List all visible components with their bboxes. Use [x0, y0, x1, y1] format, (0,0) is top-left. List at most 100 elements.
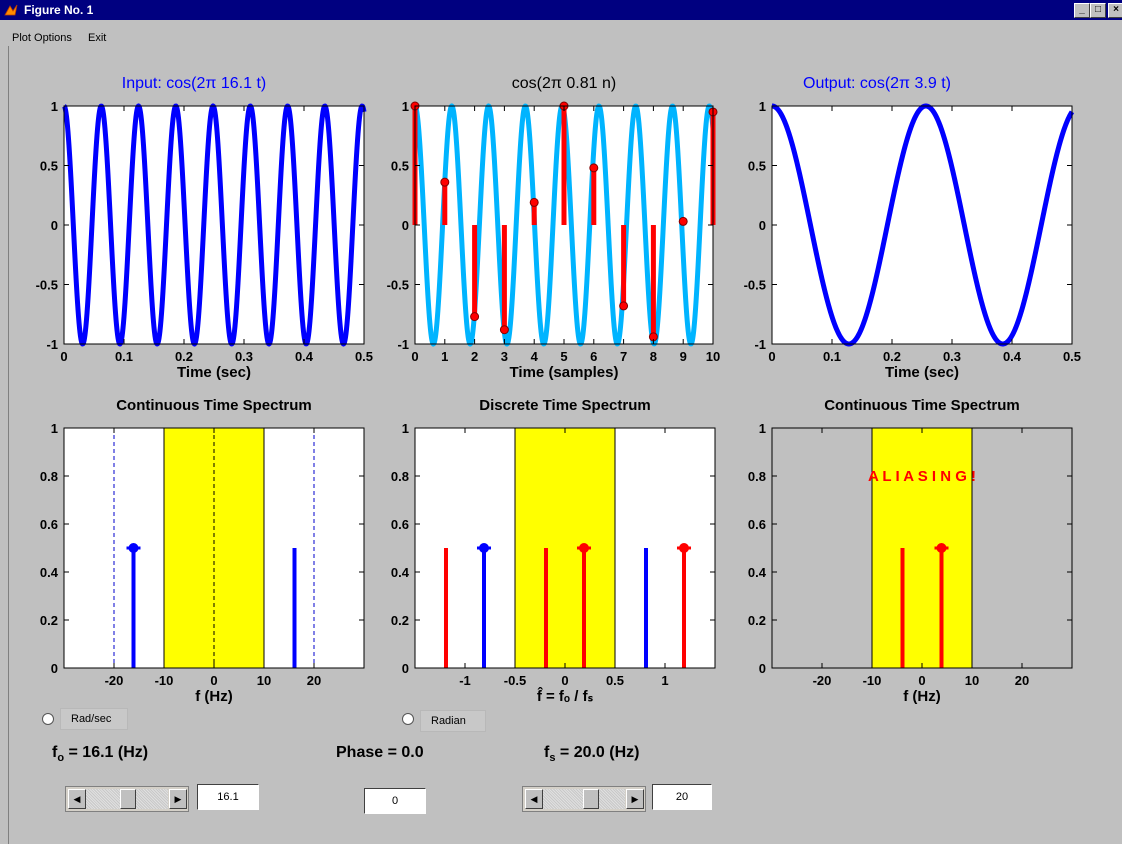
- y-tick-label: 1: [402, 421, 409, 436]
- radian-radio[interactable]: [402, 713, 414, 725]
- plot-title: Continuous Time Spectrum: [824, 397, 1020, 414]
- y-tick-label: -0.5: [387, 278, 409, 293]
- y-tick-label: 0.6: [391, 517, 409, 532]
- slider-right-arrow-icon[interactable]: ▶: [169, 789, 187, 809]
- y-tick-label: 0.4: [391, 565, 410, 580]
- window-border: [0, 46, 9, 844]
- y-tick-label: -0.5: [36, 278, 58, 293]
- y-tick-label: -0.5: [744, 278, 766, 293]
- y-tick-label: 0: [759, 218, 766, 233]
- rad-per-sec-radio[interactable]: [42, 713, 54, 725]
- close-button[interactable]: ×: [1108, 3, 1122, 18]
- x-tick-label: -10: [863, 673, 882, 688]
- x-tick-label: 0.4: [1003, 349, 1022, 364]
- x-tick-label: 0.1: [115, 349, 133, 364]
- sample-marker: [499, 325, 509, 335]
- slider-right-arrow-icon[interactable]: ▶: [626, 789, 644, 809]
- y-tick-label: 0.5: [40, 159, 58, 174]
- x-tick-label: 6: [590, 349, 597, 364]
- y-tick-label: 0: [759, 661, 766, 676]
- sample-marker: [589, 163, 599, 173]
- sample-marker: [470, 312, 480, 322]
- x-tick-label: 4: [531, 349, 539, 364]
- plot-title: Continuous Time Spectrum: [116, 397, 312, 414]
- y-tick-label: 0: [402, 218, 409, 233]
- x-tick-label: 1: [661, 673, 668, 688]
- x-tick-label: 7: [620, 349, 627, 364]
- matlab-logo-icon: [4, 4, 18, 16]
- x-tick-label: 0.3: [235, 349, 253, 364]
- y-tick-label: 0: [51, 218, 58, 233]
- x-tick-label: 2: [471, 349, 478, 364]
- x-tick-label: 3: [501, 349, 508, 364]
- y-tick-label: 1: [51, 421, 58, 436]
- x-axis-label: f̂ = fₒ / fₛ: [537, 686, 594, 705]
- f0-label: fo = 16.1 (Hz): [52, 744, 149, 765]
- menu-exit[interactable]: Exit: [88, 32, 107, 44]
- y-tick-label: 0.6: [748, 517, 766, 532]
- minimize-button[interactable]: _: [1074, 3, 1090, 18]
- slider-thumb[interactable]: [583, 789, 599, 809]
- y-tick-label: 0.2: [40, 613, 58, 628]
- passband-region: [514, 427, 616, 669]
- y-tick-label: 0.5: [748, 159, 766, 174]
- rad-per-sec-toggle[interactable]: Rad/sec: [60, 708, 128, 730]
- slider-left-arrow-icon[interactable]: ◀: [68, 789, 86, 809]
- fs-input[interactable]: 20: [652, 784, 712, 810]
- x-tick-label: 5: [560, 349, 567, 364]
- x-axis-label: Time (samples): [510, 364, 619, 381]
- title-bar: Figure No. 1 _ □ ×: [0, 0, 1122, 20]
- y-tick-label: 0.2: [748, 613, 766, 628]
- y-tick-label: -1: [754, 337, 766, 352]
- y-tick-label: 0.2: [391, 613, 409, 628]
- x-tick-label: -1: [459, 673, 471, 688]
- phase-label: Phase = 0.0: [336, 744, 424, 761]
- sample-marker: [619, 301, 629, 311]
- x-tick-label: 0.2: [883, 349, 901, 364]
- x-tick-label: 10: [257, 673, 271, 688]
- x-tick-label: 1: [441, 349, 448, 364]
- x-tick-label: 0.5: [606, 673, 624, 688]
- x-tick-label: -20: [813, 673, 832, 688]
- x-tick-label: 0.3: [943, 349, 961, 364]
- f0-input[interactable]: 16.1: [197, 784, 259, 810]
- y-tick-label: 1: [402, 99, 409, 114]
- slider-thumb[interactable]: [120, 789, 136, 809]
- x-tick-label: 0.5: [1063, 349, 1081, 364]
- sample-marker: [529, 197, 539, 207]
- phase-input[interactable]: 0: [364, 788, 426, 814]
- y-tick-label: 0: [51, 661, 58, 676]
- x-tick-label: 20: [1015, 673, 1029, 688]
- slider-left-arrow-icon[interactable]: ◀: [525, 789, 543, 809]
- plot-title: Discrete Time Spectrum: [479, 397, 650, 414]
- x-tick-label: 20: [307, 673, 321, 688]
- y-tick-label: -1: [46, 337, 58, 352]
- x-tick-label: 8: [650, 349, 657, 364]
- plot-title: Input: cos(2π 16.1 t): [122, 75, 266, 92]
- x-tick-label: 0.5: [355, 349, 373, 364]
- plot-title: cos(2π 0.81 n): [512, 75, 616, 92]
- aliasing-label: A L I A S I N G !: [868, 468, 976, 485]
- f0-slider[interactable]: ◀ ▶: [65, 786, 189, 812]
- x-tick-label: 0: [768, 349, 775, 364]
- menu-bar: Plot Options Exit: [0, 20, 1122, 46]
- x-tick-label: 10: [706, 349, 720, 364]
- x-axis-label: f (Hz): [903, 688, 941, 705]
- y-tick-label: 0.5: [391, 159, 409, 174]
- x-tick-label: 0.1: [823, 349, 841, 364]
- x-tick-label: 0: [918, 673, 925, 688]
- x-axis-label: Time (sec): [885, 364, 959, 381]
- menu-plot-options[interactable]: Plot Options: [12, 32, 72, 44]
- fs-slider[interactable]: ◀ ▶: [522, 786, 646, 812]
- y-tick-label: 0.6: [40, 517, 58, 532]
- x-axis-label: Time (sec): [177, 364, 251, 381]
- radian-toggle[interactable]: Radian: [420, 710, 486, 732]
- x-tick-label: 0: [411, 349, 418, 364]
- x-tick-label: -0.5: [504, 673, 526, 688]
- y-tick-label: 0.8: [748, 469, 766, 484]
- x-tick-label: 0: [60, 349, 67, 364]
- maximize-button[interactable]: □: [1090, 3, 1106, 18]
- sample-marker: [440, 177, 450, 187]
- y-tick-label: -1: [397, 337, 409, 352]
- x-tick-label: -10: [155, 673, 174, 688]
